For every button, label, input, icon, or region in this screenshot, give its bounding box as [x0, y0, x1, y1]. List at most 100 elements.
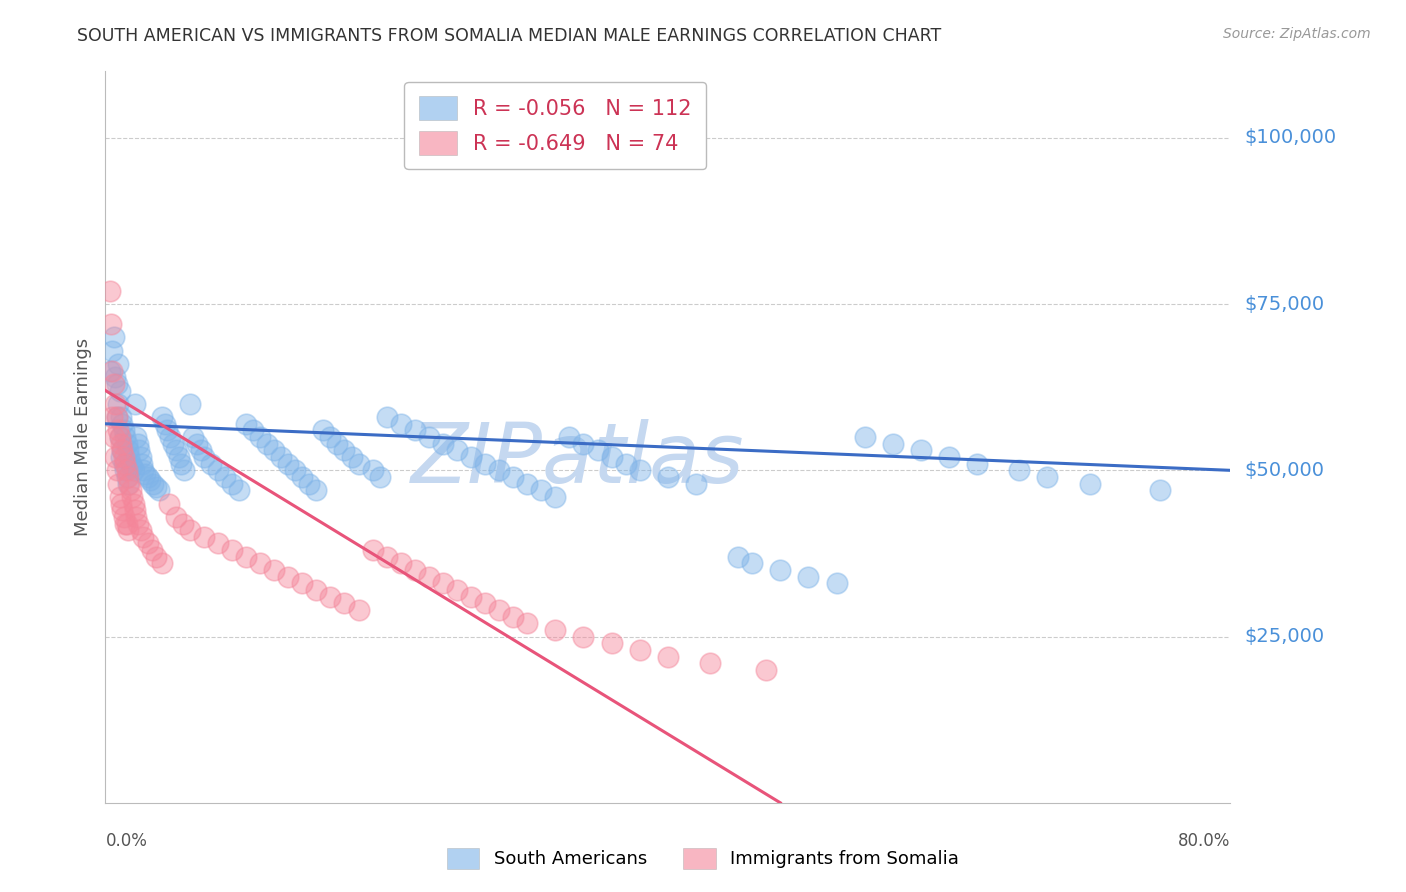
Point	[110, 410, 132, 425]
Point	[179, 523, 201, 537]
Point	[249, 430, 271, 444]
Point	[558, 430, 581, 444]
Point	[129, 523, 152, 537]
Text: $25,000: $25,000	[1244, 627, 1324, 646]
Point	[108, 490, 131, 504]
Point	[319, 430, 342, 444]
Text: ZIPatlas: ZIPatlas	[411, 418, 745, 500]
Point	[657, 470, 679, 484]
Point	[797, 570, 820, 584]
Point	[108, 384, 131, 398]
Point	[910, 443, 932, 458]
Text: $100,000: $100,000	[1244, 128, 1336, 147]
Point	[153, 417, 176, 431]
Point	[118, 476, 141, 491]
Point	[572, 436, 595, 450]
Point	[600, 450, 623, 464]
Point	[131, 457, 153, 471]
Point	[305, 483, 328, 498]
Point	[122, 497, 145, 511]
Point	[207, 463, 229, 477]
Point	[165, 443, 187, 458]
Point	[115, 516, 138, 531]
Point	[170, 457, 193, 471]
Point	[145, 549, 167, 564]
Point	[221, 476, 243, 491]
Text: 0.0%: 0.0%	[105, 832, 148, 850]
Point	[404, 424, 426, 438]
Point	[699, 656, 721, 670]
Point	[172, 516, 194, 531]
Text: $50,000: $50,000	[1244, 461, 1324, 480]
Point	[101, 343, 124, 358]
Point	[1078, 476, 1101, 491]
Point	[108, 430, 131, 444]
Point	[361, 543, 384, 558]
Point	[150, 557, 173, 571]
Point	[938, 450, 960, 464]
Legend: South Americans, Immigrants from Somalia: South Americans, Immigrants from Somalia	[440, 840, 966, 876]
Point	[117, 523, 139, 537]
Point	[101, 410, 124, 425]
Point	[502, 470, 524, 484]
Point	[110, 497, 132, 511]
Point	[305, 582, 328, 597]
Point	[107, 397, 129, 411]
Point	[460, 590, 482, 604]
Point	[108, 430, 131, 444]
Point	[111, 503, 134, 517]
Point	[162, 436, 184, 450]
Text: $75,000: $75,000	[1244, 294, 1324, 314]
Point	[488, 603, 510, 617]
Point	[142, 476, 165, 491]
Point	[1036, 470, 1059, 484]
Point	[1149, 483, 1171, 498]
Point	[432, 576, 454, 591]
Point	[167, 450, 190, 464]
Point	[333, 596, 356, 610]
Point	[118, 450, 141, 464]
Point	[111, 443, 134, 458]
Point	[235, 549, 257, 564]
Point	[404, 563, 426, 577]
Point	[132, 530, 155, 544]
Point	[165, 509, 187, 524]
Point	[586, 443, 609, 458]
Point	[134, 467, 156, 481]
Point	[340, 450, 363, 464]
Point	[121, 460, 143, 475]
Point	[98, 284, 121, 298]
Point	[375, 410, 398, 425]
Point	[181, 430, 204, 444]
Point	[105, 410, 128, 425]
Point	[516, 476, 538, 491]
Point	[114, 457, 136, 471]
Point	[105, 410, 128, 425]
Point	[103, 330, 125, 344]
Y-axis label: Median Male Earnings: Median Male Earnings	[73, 338, 91, 536]
Point	[628, 463, 651, 477]
Point	[488, 463, 510, 477]
Text: SOUTH AMERICAN VS IMMIGRANTS FROM SOMALIA MEDIAN MALE EARNINGS CORRELATION CHART: SOUTH AMERICAN VS IMMIGRANTS FROM SOMALI…	[77, 27, 942, 45]
Point	[418, 570, 440, 584]
Point	[221, 543, 243, 558]
Point	[110, 450, 132, 464]
Point	[117, 443, 139, 458]
Point	[298, 476, 321, 491]
Point	[284, 463, 307, 477]
Point	[136, 536, 159, 550]
Point	[600, 636, 623, 650]
Point	[107, 476, 129, 491]
Point	[572, 630, 595, 644]
Point	[159, 430, 181, 444]
Point	[186, 436, 208, 450]
Point	[474, 596, 496, 610]
Point	[193, 450, 215, 464]
Point	[115, 470, 138, 484]
Point	[614, 457, 637, 471]
Point	[460, 450, 482, 464]
Point	[98, 363, 121, 377]
Point	[368, 470, 391, 484]
Point	[277, 457, 299, 471]
Point	[121, 490, 143, 504]
